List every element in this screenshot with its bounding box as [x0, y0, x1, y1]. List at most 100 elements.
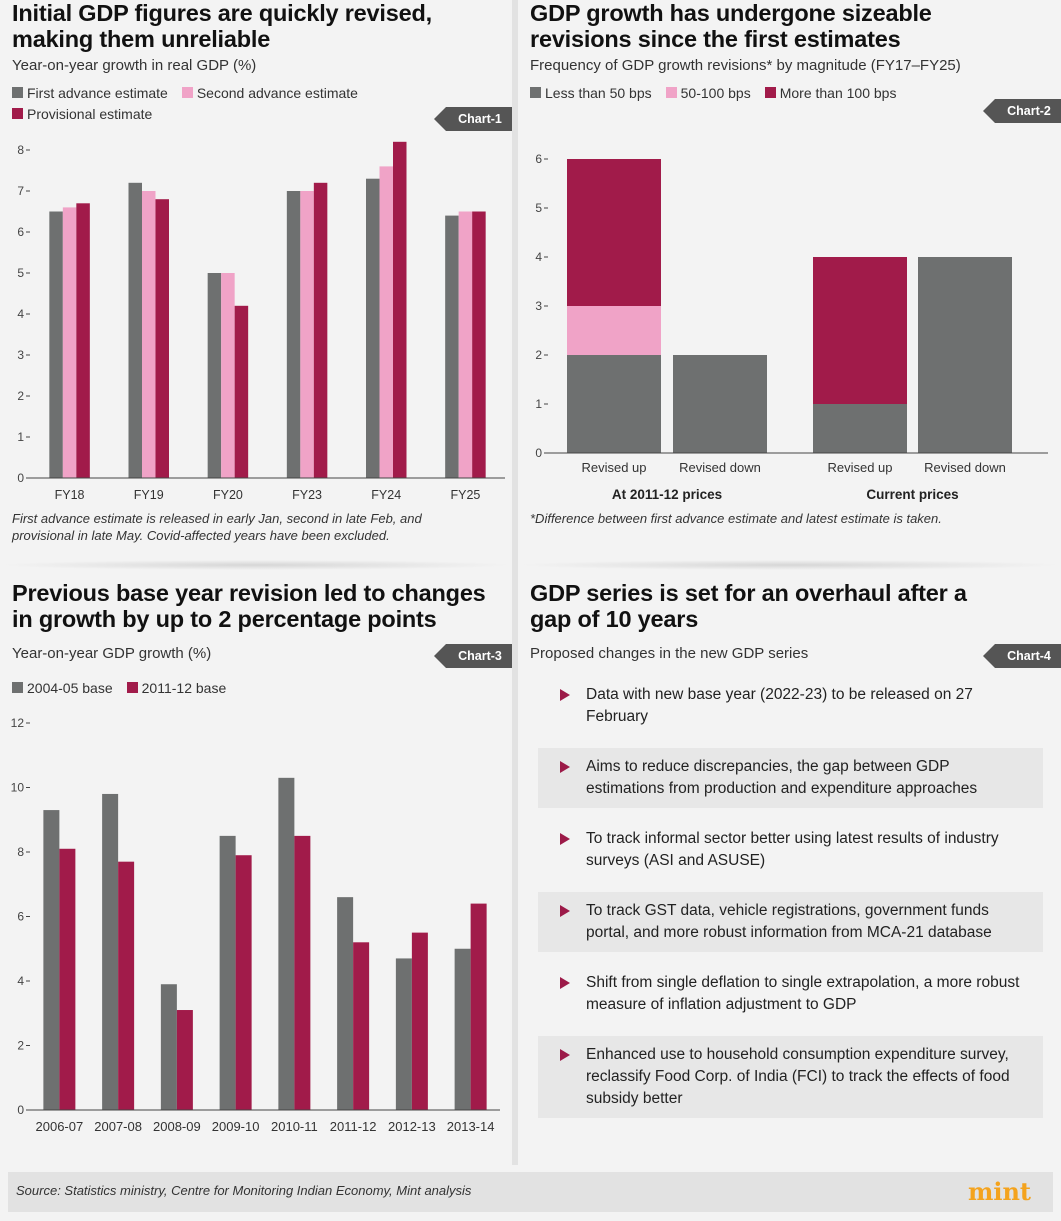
triangle-bullet-icon	[560, 761, 570, 773]
list-item: Data with new base year (2022-23) to be …	[538, 676, 1043, 736]
bar-FY24-1	[379, 166, 393, 478]
horizontal-divider-right	[518, 560, 1061, 570]
legend-label: Provisional estimate	[27, 105, 153, 122]
chart4-badge: Chart-4	[983, 644, 1061, 668]
chart2-title-line2: revisions since the first estimates	[530, 26, 901, 52]
legend-label: 2011-12 base	[141, 679, 227, 696]
legend-2011-12-base: 2011-12 base	[126, 679, 227, 696]
stacked-bar-3-0	[918, 257, 1012, 453]
legend-label: 2004-05 base	[27, 679, 113, 696]
bar-2007-08-0	[102, 793, 119, 1110]
chart2-panel: GDP growth has undergone sizeable revisi…	[518, 0, 1061, 560]
y-tick-label: 7	[17, 184, 24, 198]
chart1-legend: First advance estimate Second advance es…	[12, 82, 358, 124]
bar-2012-13-1	[411, 932, 428, 1110]
bar-2009-10-0	[219, 835, 236, 1110]
bar-FY18-1	[62, 207, 77, 478]
bar-FY20-2	[234, 305, 249, 478]
bar-2012-13-0	[395, 958, 412, 1110]
legend-first-advance: First advance estimate	[12, 85, 168, 101]
bar-2013-14-0	[454, 948, 471, 1110]
source-note: Source: Statistics ministry, Centre for …	[16, 1183, 472, 1198]
bar-FY25-1	[458, 211, 473, 478]
x-tick-label: 2008-09	[153, 1119, 201, 1134]
group-label: At 2011-12 prices	[612, 487, 722, 502]
chart1-badge: Chart-1	[434, 107, 512, 131]
legend-2004-05-base: 2004-05 base	[12, 680, 113, 696]
x-tick-label: Revised up	[827, 460, 892, 475]
bar-FY18-2	[76, 203, 90, 479]
y-tick-label: 1	[535, 397, 542, 411]
chart2-title-line1: GDP growth has undergone sizeable	[530, 0, 932, 26]
legend-label: More than 100 bps	[779, 84, 897, 101]
legend-swatch-gray	[530, 87, 541, 98]
y-tick-label: 6	[17, 225, 24, 239]
x-tick-label: 2010-11	[271, 1119, 318, 1134]
y-tick-label: 8	[17, 845, 24, 859]
y-tick-label: 6	[535, 152, 542, 166]
list-item: Shift from single deflation to single ex…	[538, 964, 1043, 1024]
legend-label: Less than 50 bps	[545, 84, 652, 101]
y-tick-label: 12	[11, 716, 25, 730]
x-tick-label: FY24	[371, 488, 401, 502]
y-tick-label: 3	[535, 299, 542, 313]
triangle-bullet-icon	[560, 905, 570, 917]
bar-FY25-2	[472, 211, 486, 478]
legend-swatch-crimson	[12, 108, 23, 119]
proposed-changes-list: Data with new base year (2022-23) to be …	[538, 676, 1043, 1118]
legend-50-100: 50-100 bps	[665, 85, 751, 101]
list-item-text: To track informal sector better using la…	[586, 830, 999, 869]
mint-logo: mint	[967, 1177, 1031, 1206]
bar-FY19-1	[142, 191, 156, 478]
chart3-svg: 0 2 4 6 8 10 12 2006-07 2007-08 2008-09 2009-10 201…	[11, 716, 500, 1134]
y-tick-label: 5	[17, 266, 24, 280]
chart3-panel: Previous base year revision led to chang…	[0, 572, 512, 1162]
x-tick-label: Revised down	[924, 460, 1006, 475]
bar-FY24-2	[393, 141, 407, 479]
bar-2013-14-1	[470, 903, 487, 1110]
list-item-text: Enhanced use to household consumption ex…	[586, 1046, 1010, 1107]
bar-2010-11-0	[278, 777, 295, 1110]
stacked-bar-0-0	[567, 355, 661, 453]
chart4-title-line2: gap of 10 years	[530, 606, 699, 632]
bar-FY24-0	[366, 178, 380, 478]
group-label: Current prices	[866, 487, 958, 502]
legend-swatch-gray	[12, 87, 23, 98]
y-tick-label: 6	[17, 910, 24, 924]
bar-2006-07-1	[59, 848, 76, 1110]
chart3-title-line2: in growth by up to 2 percentage points	[12, 606, 437, 632]
y-tick-label: 4	[535, 250, 542, 264]
list-item-text: Shift from single deflation to single ex…	[586, 974, 1020, 1013]
chart1-note-line2: provisional in late May. Covid-affected …	[12, 528, 390, 543]
triangle-bullet-icon	[560, 1049, 570, 1061]
stacked-bar-2-2	[813, 257, 907, 404]
x-tick-label: 2009-10	[212, 1119, 260, 1134]
legend-swatch-pink	[181, 87, 193, 98]
chart1-title: Initial GDP figures are quickly revised,…	[12, 0, 432, 52]
list-item-text: Aims to reduce discrepancies, the gap be…	[586, 758, 978, 797]
chart2-svg: 0 1 2 3 4 5 6 Revised up Revised down Revised up R…	[535, 152, 1048, 502]
y-tick-label: 2	[17, 1039, 24, 1053]
chart2-title: GDP growth has undergone sizeable revisi…	[530, 0, 932, 52]
bar-2010-11-1	[294, 835, 311, 1110]
legend-swatch-crimson	[126, 682, 138, 693]
chart2-subtitle: Frequency of GDP growth revisions* by ma…	[530, 57, 961, 74]
x-tick-label: 2012-13	[388, 1119, 436, 1134]
chart2-note: *Difference between first advance estima…	[530, 511, 942, 526]
y-tick-label: 2	[17, 389, 24, 403]
bar-2008-09-0	[160, 984, 177, 1110]
x-tick-label: 2007-08	[94, 1119, 142, 1134]
x-tick-label: FY19	[134, 488, 164, 502]
chart3-legend: 2004-05 base 2011-12 base	[12, 677, 226, 698]
bar-FY20-0	[207, 273, 222, 478]
bar-FY23-2	[313, 182, 328, 479]
bar-2007-08-1	[118, 861, 135, 1110]
legend-swatch-crimson	[764, 87, 776, 98]
y-tick-label: 3	[17, 348, 24, 362]
bar-FY25-0	[445, 215, 459, 478]
bar-2011-12-1	[353, 942, 370, 1110]
chart2-legend: Less than 50 bps 50-100 bps More than 10…	[530, 82, 896, 103]
bar-FY18-0	[49, 211, 63, 478]
list-item-text: Data with new base year (2022-23) to be …	[586, 686, 973, 725]
x-tick-label: Revised down	[679, 460, 761, 475]
